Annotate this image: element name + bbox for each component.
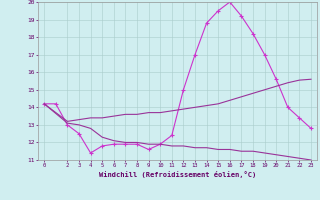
- X-axis label: Windchill (Refroidissement éolien,°C): Windchill (Refroidissement éolien,°C): [99, 171, 256, 178]
